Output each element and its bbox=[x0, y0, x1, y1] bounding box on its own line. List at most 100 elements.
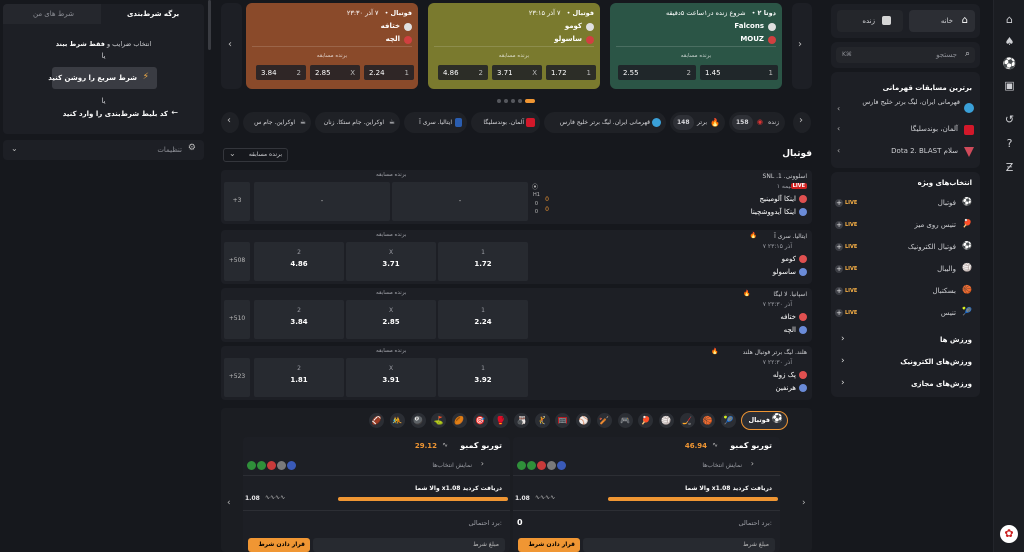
odds-cell[interactable]: 1 2.24 bbox=[438, 300, 528, 339]
group-virtual[interactable]: ورزش‌های مجازی › bbox=[831, 376, 980, 394]
live-tab[interactable]: زنده bbox=[837, 10, 903, 32]
snooker-icon[interactable]: 🎱 bbox=[410, 413, 426, 428]
chip-top[interactable]: 🔥 برتر 148 bbox=[670, 112, 725, 133]
chip-seria[interactable]: ایتالیا. سری آ bbox=[404, 112, 467, 133]
odds-cell[interactable]: - bbox=[392, 182, 528, 221]
stake-input[interactable]: مبلغ شرط bbox=[313, 538, 505, 552]
rugby-icon[interactable]: 🏉 bbox=[451, 413, 467, 428]
dot[interactable] bbox=[511, 99, 515, 103]
chips-next[interactable]: › bbox=[793, 112, 811, 133]
stake-input[interactable]: مبلغ شرط bbox=[583, 538, 775, 552]
plus-icon[interactable]: + bbox=[835, 287, 843, 295]
hockey-icon[interactable]: 🥅 bbox=[555, 413, 571, 428]
soccer-icon[interactable]: ⚽ bbox=[1002, 57, 1017, 70]
tab-my-bets[interactable]: شرط های من bbox=[3, 4, 101, 24]
settings-bar[interactable]: ⌄ تنظیمات ⚙ bbox=[3, 140, 204, 160]
featured-item[interactable]: 🏐 والیبال LIVE + bbox=[831, 260, 980, 278]
plus-icon[interactable]: + bbox=[835, 309, 843, 317]
gift-icon[interactable]: ✿ bbox=[1000, 525, 1018, 543]
darts-icon[interactable]: 🎯 bbox=[472, 413, 488, 428]
group-esports[interactable]: ورزش‌های الکترونیک › bbox=[831, 354, 980, 372]
home-tab[interactable]: خانه ⌂ bbox=[909, 10, 975, 32]
odds-button[interactable]: 3.71 X bbox=[492, 65, 542, 80]
boxing-icon[interactable]: 🥊 bbox=[493, 413, 509, 428]
turbo-combo-card[interactable]: توربو کمبو ∿ 46.94 نمایش انتخاب‌ها › والا شما… bbox=[513, 437, 780, 552]
more-markets[interactable]: +508 bbox=[224, 242, 250, 281]
odds-cell[interactable]: 2 4.86 bbox=[254, 242, 344, 281]
cricket-icon[interactable]: 🏏 bbox=[596, 413, 612, 428]
dot-active[interactable] bbox=[525, 99, 535, 103]
odds-button[interactable]: 2.24 1 bbox=[364, 65, 414, 80]
ticket-code-link[interactable]: کد بلیط شرط‌بندی را وارد کنید ← bbox=[33, 108, 178, 120]
market-dropdown[interactable]: برنده مسابقه ⌄ bbox=[223, 148, 288, 162]
ice-hockey-icon[interactable]: 🏒 bbox=[679, 413, 695, 428]
plus-icon[interactable]: + bbox=[835, 243, 843, 251]
tennis-icon[interactable]: 🎾 bbox=[721, 413, 736, 428]
featured-item[interactable]: 🏓 تنیس روی میز LIVE + bbox=[831, 216, 980, 234]
spade-icon[interactable]: ♠ bbox=[1004, 35, 1015, 48]
group-sports[interactable]: ورزش ها › bbox=[831, 332, 980, 350]
odds-button[interactable]: 2.55 2 bbox=[618, 65, 696, 80]
featured-match-card[interactable]: فوتبال • ۷ آذر ۲۳:۱۵ کومو ساسولو برنده مساب… bbox=[428, 3, 600, 89]
match-row[interactable]: هلند. لیگ برتر فوتبال هلند 🔥 ۷ آذر ۲۲:۳۰ پک… bbox=[221, 346, 812, 400]
chip-ukraine[interactable]: ☕ اوکراین. جام ستکا. زنان bbox=[315, 112, 400, 133]
esports-icon[interactable]: 🎮 bbox=[617, 413, 633, 428]
plus-icon[interactable]: + bbox=[835, 221, 843, 229]
odds-cell[interactable]: - bbox=[254, 182, 390, 221]
top-item-bundesliga[interactable]: آلمان، بوندسلیگا ‹ bbox=[831, 122, 980, 138]
golf-icon[interactable]: ⛳ bbox=[431, 413, 447, 428]
turbo-combo-card[interactable]: توربو کمبو ∿ 29.12 نمایش انتخاب‌ها › والا شما… bbox=[243, 437, 510, 552]
combo-prev[interactable]: ‹ bbox=[227, 498, 231, 508]
combo-next[interactable]: › bbox=[802, 498, 806, 508]
plus-icon[interactable]: + bbox=[835, 199, 843, 207]
featured-item[interactable]: 🏀 بسکتبال LIVE + bbox=[831, 282, 980, 300]
odds-cell[interactable]: X 3.71 bbox=[346, 242, 436, 281]
chip-live[interactable]: زنده ◉ 158 bbox=[729, 112, 785, 133]
sport-tab-football[interactable]: ⚽ فوتبال bbox=[741, 411, 788, 430]
match-row[interactable]: SNL .اسلوونی. 1 نیمه ۱ LIVE اینکا آلومینیج ا… bbox=[221, 170, 812, 224]
rugby-ball-icon[interactable]: 🏈 bbox=[369, 413, 385, 428]
featured-match-card[interactable]: فوتبال • ۷ آذر ۲۳:۳۰ ختافه الچه برنده مسابق… bbox=[246, 3, 418, 89]
featured-item[interactable]: ⚽ فوتبال الکترونیک LIVE + bbox=[831, 238, 980, 256]
match-row[interactable]: ایتالیا. سری آ 🔥 ۷ آذر ۲۳:۱۵ کومو ساسولو برند… bbox=[221, 230, 812, 284]
mma-icon[interactable]: 🤼 bbox=[389, 413, 405, 428]
dot[interactable] bbox=[497, 99, 501, 103]
place-bet-button[interactable]: قرار دادن شرط bbox=[518, 538, 580, 552]
odds-button[interactable]: 1.45 1 bbox=[700, 65, 778, 80]
dot[interactable] bbox=[504, 99, 508, 103]
ticket-icon[interactable]: ▣ bbox=[1004, 79, 1015, 92]
odds-cell[interactable]: 1 3.92 bbox=[438, 358, 528, 397]
odds-button[interactable]: 2.85 X bbox=[310, 65, 360, 80]
odds-cell[interactable]: X 2.85 bbox=[346, 300, 436, 339]
match-row[interactable]: اسپانیا. لا لیگا 🔥 ۷ آذر ۲۳:۳۰ ختافه الچه برن… bbox=[221, 288, 812, 342]
search-input[interactable]: ⌕ جستجو K⌘ bbox=[836, 47, 975, 63]
carousel-next[interactable]: › bbox=[792, 3, 812, 89]
chip-bundesliga[interactable]: آلمان. بوندسلیگا bbox=[471, 112, 540, 133]
place-bet-button[interactable]: قرار دادن شرط bbox=[248, 538, 310, 552]
plus-icon[interactable]: + bbox=[835, 265, 843, 273]
handball-icon[interactable]: 🤾 bbox=[534, 413, 550, 428]
show-picks[interactable]: نمایش انتخاب‌ها bbox=[432, 462, 472, 469]
volleyball-icon[interactable]: 🏐 bbox=[658, 413, 674, 428]
odds-cell[interactable]: X 3.91 bbox=[346, 358, 436, 397]
featured-item[interactable]: ⚽ فوتبال LIVE + bbox=[831, 194, 980, 212]
history-icon[interactable]: ↺ bbox=[1004, 113, 1015, 126]
bowling-icon[interactable]: 🎳 bbox=[514, 413, 529, 428]
odds-button[interactable]: 3.84 2 bbox=[256, 65, 306, 80]
basketball-icon[interactable]: 🏀 bbox=[700, 413, 716, 428]
home-icon[interactable]: ⌂ bbox=[1006, 13, 1013, 26]
tab-betslip[interactable]: برگه شرط‌بندی bbox=[101, 4, 204, 24]
featured-item[interactable]: 🎾 تنیس LIVE + bbox=[831, 304, 980, 322]
scrollbar[interactable] bbox=[208, 0, 211, 50]
dot[interactable] bbox=[518, 99, 522, 103]
top-item-iran[interactable]: قهرمانی ایران، لیگ برتر خلیج فارس ‹ bbox=[831, 98, 980, 120]
refresh-icon[interactable]: Ƶ bbox=[1005, 161, 1014, 174]
help-icon[interactable]: ? bbox=[1006, 137, 1013, 150]
odds-button[interactable]: 4.86 2 bbox=[438, 65, 488, 80]
live-stream-icon[interactable]: ⦿ bbox=[531, 184, 538, 191]
odds-cell[interactable]: 2 1.81 bbox=[254, 358, 344, 397]
chip-ukraine-2[interactable]: ☕ اوکراین. جام س bbox=[243, 112, 311, 133]
odds-button[interactable]: 1.72 1 bbox=[546, 65, 596, 80]
chip-iran[interactable]: قهرمانی ایران. لیگ برتر خلیج فارس bbox=[544, 112, 666, 133]
table-tennis-icon[interactable]: 🏓 bbox=[638, 413, 654, 428]
